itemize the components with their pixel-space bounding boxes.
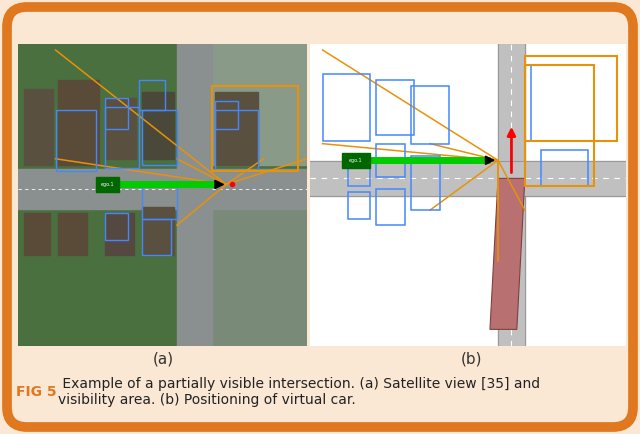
- Bar: [58, 80, 99, 165]
- Text: (b): (b): [461, 352, 483, 366]
- Bar: [24, 213, 50, 255]
- Bar: [105, 99, 128, 128]
- Bar: [105, 213, 128, 240]
- FancyBboxPatch shape: [7, 7, 633, 427]
- Bar: [214, 102, 237, 128]
- Bar: [56, 110, 96, 171]
- Bar: [498, 44, 525, 346]
- Bar: [191, 44, 307, 165]
- Bar: [214, 92, 258, 165]
- Text: ego.1: ego.1: [100, 182, 115, 187]
- Bar: [177, 44, 212, 346]
- Bar: [191, 171, 307, 346]
- Bar: [541, 150, 588, 186]
- Polygon shape: [490, 178, 525, 329]
- Bar: [142, 207, 174, 255]
- Bar: [142, 92, 174, 159]
- Bar: [105, 99, 136, 159]
- Bar: [58, 213, 87, 255]
- Bar: [310, 161, 626, 196]
- Bar: [212, 86, 298, 171]
- Bar: [342, 153, 370, 168]
- Bar: [105, 213, 134, 255]
- Bar: [323, 74, 370, 141]
- Bar: [24, 89, 52, 165]
- Bar: [105, 108, 140, 168]
- Bar: [18, 169, 307, 209]
- Bar: [525, 65, 595, 186]
- Bar: [140, 80, 165, 110]
- Bar: [142, 110, 177, 165]
- Bar: [376, 189, 405, 225]
- Text: Example of a partially visible intersection. (a) Satellite view [35] and
visibil: Example of a partially visible intersect…: [58, 377, 540, 407]
- Bar: [348, 159, 370, 186]
- Bar: [376, 144, 405, 177]
- Text: ego.1: ego.1: [349, 158, 363, 163]
- Text: FIG 5: FIG 5: [16, 385, 56, 399]
- Bar: [376, 80, 414, 135]
- Text: (a): (a): [152, 352, 173, 366]
- Bar: [531, 65, 595, 141]
- Bar: [214, 110, 258, 171]
- Bar: [411, 86, 449, 144]
- Bar: [525, 56, 616, 141]
- Bar: [142, 183, 177, 219]
- Bar: [411, 156, 440, 210]
- Bar: [96, 177, 119, 192]
- Bar: [142, 219, 171, 255]
- Bar: [348, 192, 370, 219]
